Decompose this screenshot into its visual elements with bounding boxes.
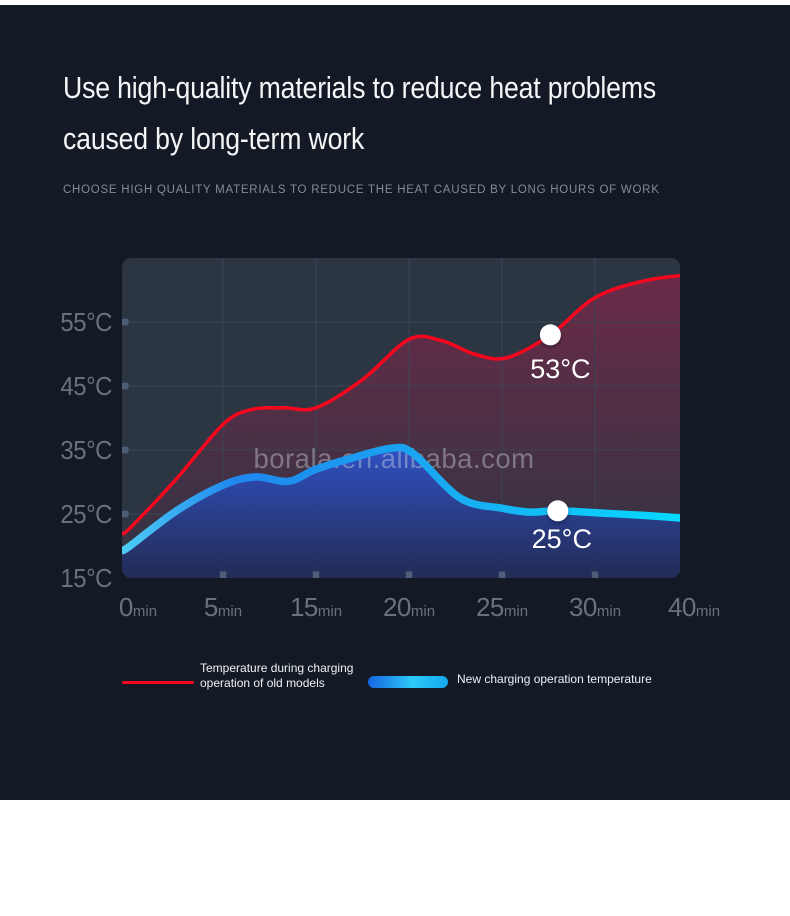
- x-tick-label: 20min: [382, 592, 436, 622]
- x-axis-tick: [498, 571, 506, 578]
- x-tick-label: 15min: [289, 592, 343, 622]
- legend-label-new-charging: New charging operation temperature: [457, 672, 652, 686]
- x-tick-label: 25min: [475, 592, 529, 622]
- x-axis-tick: [219, 571, 227, 578]
- y-tick-label: 55°C: [60, 307, 112, 337]
- y-tick-label: 15°C: [60, 563, 112, 593]
- chart-panel: borala.en.alibaba.com: [122, 258, 680, 578]
- legend-label-old-models-line2: operation of old models: [200, 676, 325, 690]
- marker-label: 25°C: [532, 524, 592, 554]
- x-axis-tick: [312, 571, 320, 578]
- x-tick-label: 30min: [568, 592, 622, 622]
- legend-label-old-models-line1: Temperature during charging: [200, 661, 354, 675]
- old-models-line: [122, 272, 680, 536]
- x-tick-label: 40min: [667, 592, 721, 622]
- y-axis-tick: [122, 510, 129, 518]
- marker-label: 53°C: [530, 354, 590, 384]
- x-axis-tick: [405, 571, 413, 578]
- x-tick-label: 5min: [203, 592, 243, 622]
- x-axis-tick: [591, 571, 599, 578]
- page-title-line2: caused by long-term work: [63, 121, 365, 156]
- y-axis-tick: [122, 446, 129, 454]
- legend-swatch-old-models-line: [122, 681, 194, 684]
- y-tick-label: 35°C: [60, 435, 112, 465]
- x-tick-label: 0min: [118, 592, 158, 622]
- page-title-line1: Use high-quality materials to reduce hea…: [63, 70, 657, 105]
- page-subtitle: CHOOSE HIGH QUALITY MATERIALS TO REDUCE …: [63, 184, 660, 196]
- y-axis-tick: [122, 318, 129, 326]
- marker-dot: [547, 500, 569, 522]
- legend-label-old-models: Temperature during charging operation of…: [200, 661, 353, 691]
- y-axis-tick: [122, 382, 129, 390]
- y-tick-label: 25°C: [60, 499, 112, 529]
- marker-dot: [539, 324, 561, 346]
- y-tick-label: 45°C: [60, 371, 112, 401]
- legend-swatch-new-charging-pill: [368, 676, 448, 688]
